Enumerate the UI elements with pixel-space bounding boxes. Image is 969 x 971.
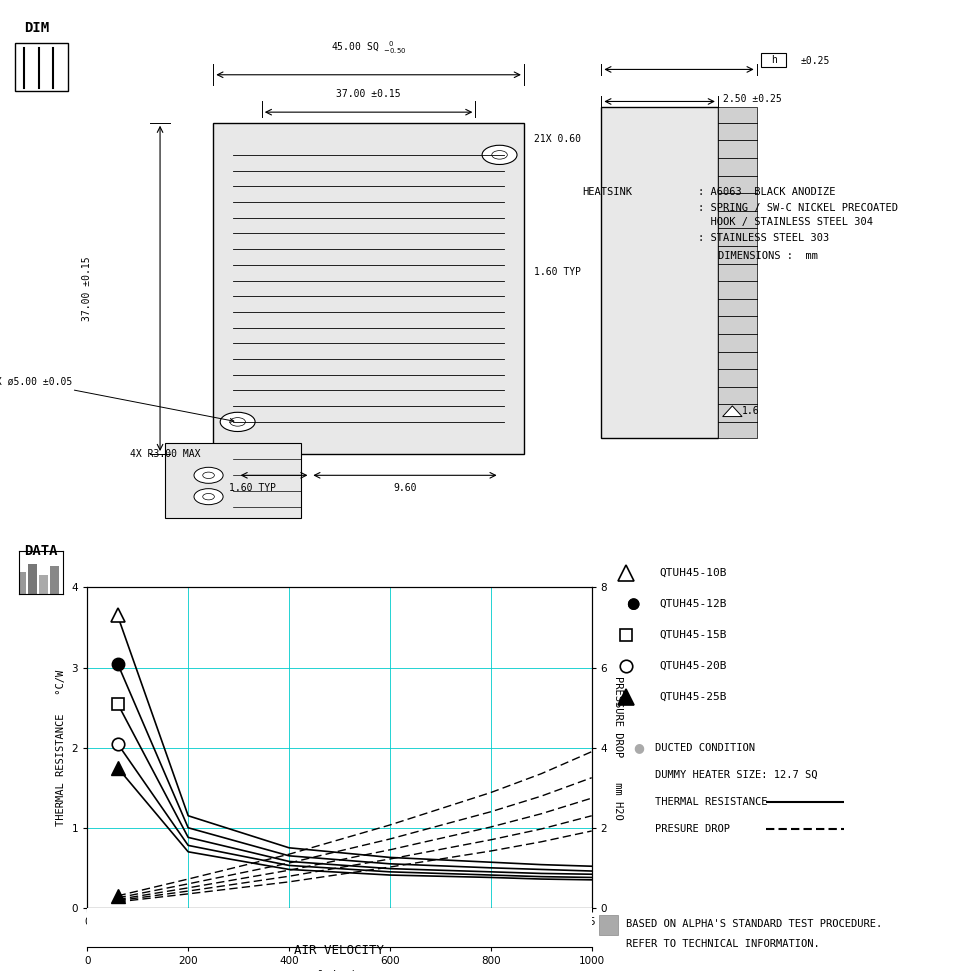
Bar xyxy=(601,107,717,438)
Y-axis label: THERMAL RESISTANCE   °C/W: THERMAL RESISTANCE °C/W xyxy=(56,670,66,825)
Bar xyxy=(15,43,68,90)
Text: ◑: ◑ xyxy=(625,596,639,612)
Circle shape xyxy=(230,418,245,426)
Text: QTUH45-25B: QTUH45-25B xyxy=(659,692,727,702)
Polygon shape xyxy=(722,406,741,417)
Text: 2.50 ±0.25: 2.50 ±0.25 xyxy=(722,94,781,104)
Bar xyxy=(213,123,523,454)
Text: 1.60 TYP: 1.60 TYP xyxy=(533,267,579,277)
Text: DUCTED CONDITION: DUCTED CONDITION xyxy=(654,743,754,753)
Text: : STAINLESS STEEL 303: : STAINLESS STEEL 303 xyxy=(698,233,828,243)
Bar xyxy=(39,575,47,594)
Text: QTUH45-10B: QTUH45-10B xyxy=(659,568,727,578)
Text: ±0.25: ±0.25 xyxy=(799,56,828,66)
Text: HOOK / STAINLESS STEEL 304: HOOK / STAINLESS STEEL 304 xyxy=(698,217,872,226)
Text: REFER TO TECHNICAL INFORMATION.: REFER TO TECHNICAL INFORMATION. xyxy=(625,939,819,949)
Text: ●: ● xyxy=(633,741,643,754)
Text: DIM: DIM xyxy=(24,21,49,35)
Text: BASED ON ALPHA'S STANDARD TEST PROCEDURE.: BASED ON ALPHA'S STANDARD TEST PROCEDURE… xyxy=(625,920,881,929)
Text: DATA: DATA xyxy=(24,544,58,557)
Bar xyxy=(17,573,26,594)
Text: 37.00 ±0.15: 37.00 ±0.15 xyxy=(82,256,92,320)
Text: 2X ø5.00 ±0.05: 2X ø5.00 ±0.05 xyxy=(0,377,234,422)
Circle shape xyxy=(491,151,507,159)
Text: HEATSINK: HEATSINK xyxy=(581,187,632,197)
Text: : A6063  BLACK ANODIZE: : A6063 BLACK ANODIZE xyxy=(698,187,835,197)
Bar xyxy=(28,563,37,594)
Text: m/sec: m/sec xyxy=(323,932,356,942)
Text: 9.60: 9.60 xyxy=(392,484,417,493)
Bar xyxy=(50,566,58,594)
Text: PRESURE DROP: PRESURE DROP xyxy=(654,824,729,834)
Text: THERMAL RESISTANCE: THERMAL RESISTANCE xyxy=(654,797,766,807)
Circle shape xyxy=(220,413,255,431)
Text: f / min: f / min xyxy=(316,970,362,971)
Text: AIR VELOCITY: AIR VELOCITY xyxy=(295,944,384,956)
Circle shape xyxy=(194,467,223,484)
Text: 37.00 ±0.15: 37.00 ±0.15 xyxy=(336,88,400,99)
Circle shape xyxy=(194,488,223,505)
Y-axis label: PRESSURE DROP    mm H2O: PRESSURE DROP mm H2O xyxy=(612,676,622,820)
Text: 21X 0.60: 21X 0.60 xyxy=(533,133,579,144)
Circle shape xyxy=(482,146,516,164)
Bar xyxy=(717,107,756,438)
Text: 45.00 SQ $^{\ \ 0}_{-0.50}$: 45.00 SQ $^{\ \ 0}_{-0.50}$ xyxy=(330,39,406,56)
Text: QTUH45-12B: QTUH45-12B xyxy=(659,599,727,609)
Text: DUMMY HEATER SIZE: 12.7 SQ: DUMMY HEATER SIZE: 12.7 SQ xyxy=(654,770,817,780)
Text: 4X R3.00 MAX: 4X R3.00 MAX xyxy=(130,449,200,458)
Text: h: h xyxy=(769,55,776,65)
Text: 1.60 TYP: 1.60 TYP xyxy=(229,484,275,493)
Circle shape xyxy=(203,493,214,500)
Bar xyxy=(165,443,300,519)
Text: 1.6: 1.6 xyxy=(741,406,759,417)
Circle shape xyxy=(203,472,214,479)
Text: DIMENSIONS :  mm: DIMENSIONS : mm xyxy=(717,251,817,261)
Bar xyxy=(598,915,617,934)
Text: ●: ● xyxy=(625,596,639,612)
Text: QTUH45-15B: QTUH45-15B xyxy=(659,630,727,640)
Bar xyxy=(761,53,785,67)
Text: : SPRING / SW-C NICKEL PRECOATED: : SPRING / SW-C NICKEL PRECOATED xyxy=(698,203,897,214)
Text: QTUH45-20B: QTUH45-20B xyxy=(659,661,727,671)
